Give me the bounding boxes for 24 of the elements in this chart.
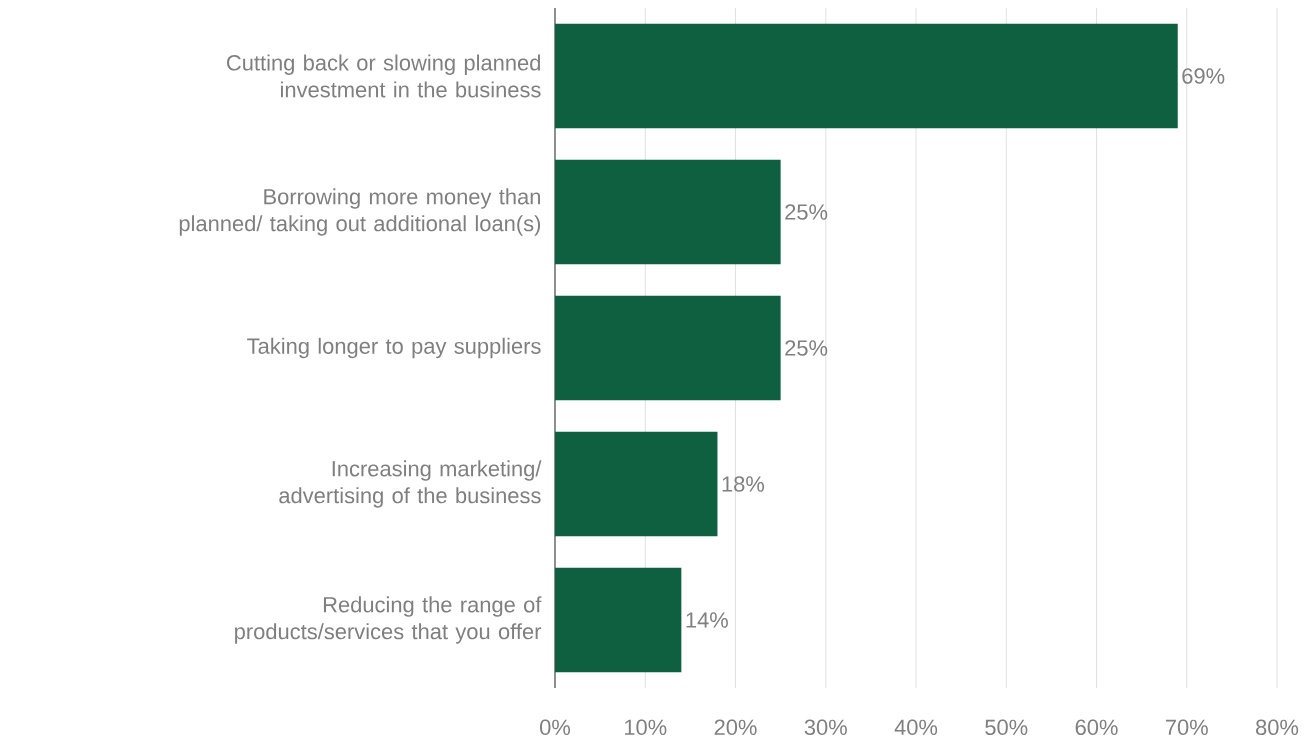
- y-tick-label: Cutting back or slowing planned investment in the business: [227, 54, 541, 98]
- bar: [555, 431, 718, 537]
- y-tick-label: Borrowing more money than planned/ taking out additional loan(s): [179, 188, 541, 236]
- data-label: 25%: [785, 340, 828, 356]
- y-tick-label: Reducing the range of products/services that you offer: [235, 596, 542, 644]
- x-tick-label: 70%: [1165, 719, 1208, 736]
- data-label: 18%: [722, 476, 765, 492]
- x-tick-label: 10%: [624, 719, 667, 736]
- y-tick-label: Increasing marketing/ advertising of the business: [279, 460, 542, 508]
- x-tick-label: 50%: [985, 719, 1028, 736]
- x-tick-label: 60%: [1075, 719, 1118, 736]
- x-tick-label: 30%: [804, 719, 847, 736]
- x-tick-label: 0%: [540, 719, 571, 736]
- data-label: 69%: [1182, 68, 1225, 84]
- bar: [555, 23, 1178, 129]
- bar: [555, 567, 682, 673]
- y-tick-label: Taking longer to pay suppliers: [247, 337, 541, 359]
- bar: [555, 295, 781, 401]
- x-tick-label: 20%: [714, 719, 757, 736]
- bar: [555, 159, 781, 265]
- x-tick-label: 80%: [1256, 719, 1299, 736]
- x-tick-label: 40%: [894, 719, 938, 736]
- data-label: 25%: [785, 204, 828, 220]
- data-label: 14%: [686, 612, 728, 628]
